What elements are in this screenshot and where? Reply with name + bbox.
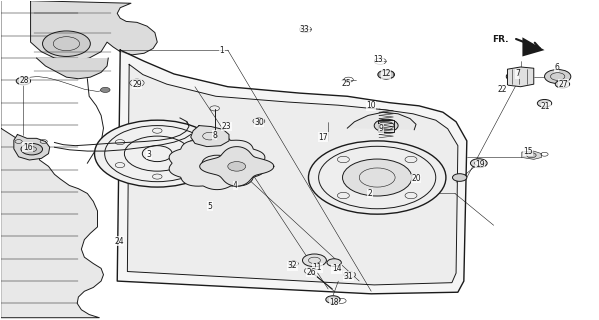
Polygon shape [31,1,158,61]
Text: 7: 7 [515,69,520,78]
Text: FR.: FR. [492,36,509,44]
Circle shape [21,143,43,155]
Text: 13: 13 [374,55,383,64]
Circle shape [327,259,341,267]
Circle shape [302,254,326,267]
Polygon shape [199,147,274,186]
Polygon shape [169,137,265,190]
Circle shape [101,87,110,92]
Polygon shape [347,112,416,130]
Polygon shape [190,125,229,147]
Text: 30: 30 [254,118,264,127]
Text: 21: 21 [541,102,550,111]
Text: 22: 22 [498,85,507,94]
Text: 24: 24 [114,237,124,246]
Text: 17: 17 [319,132,328,141]
Circle shape [544,69,571,84]
Text: 3: 3 [147,150,152,159]
Circle shape [16,77,31,85]
Text: 29: 29 [132,80,142,89]
Text: 26: 26 [307,268,316,277]
Text: 2: 2 [368,189,373,198]
Circle shape [326,296,340,303]
Text: 32: 32 [288,261,297,270]
Circle shape [506,71,525,82]
Circle shape [344,271,356,278]
Polygon shape [117,50,467,294]
Text: 6: 6 [554,63,559,72]
Text: 25: 25 [341,79,351,88]
Polygon shape [37,58,108,79]
Polygon shape [14,134,50,160]
Text: 10: 10 [367,101,376,110]
Bar [379,120,394,132]
Polygon shape [522,151,541,159]
Polygon shape [522,37,544,56]
Text: 15: 15 [523,147,533,156]
Text: 20: 20 [412,174,421,183]
Polygon shape [379,70,394,79]
Circle shape [343,159,412,196]
Text: 1: 1 [219,45,224,55]
Text: 9: 9 [379,124,383,133]
Circle shape [378,70,395,79]
Text: 16: 16 [23,143,32,152]
Polygon shape [507,67,534,87]
Text: 4: 4 [233,181,238,190]
Circle shape [308,141,446,214]
Text: 18: 18 [329,298,339,307]
Circle shape [253,118,265,124]
Text: 14: 14 [332,264,341,274]
Circle shape [374,119,398,132]
Polygon shape [1,1,104,318]
Circle shape [43,31,90,56]
Circle shape [228,162,246,171]
Text: 19: 19 [475,160,485,169]
Text: 5: 5 [207,202,212,211]
Circle shape [537,100,552,107]
Circle shape [527,153,536,158]
Text: 12: 12 [382,69,391,78]
Circle shape [555,80,570,88]
Text: 33: 33 [300,25,309,34]
Text: 11: 11 [313,263,322,272]
Circle shape [470,159,487,168]
Polygon shape [128,64,458,285]
Text: 27: 27 [559,80,568,89]
Circle shape [452,174,467,181]
Text: 31: 31 [344,272,353,281]
Circle shape [95,120,220,187]
Text: 28: 28 [20,76,29,85]
Text: 8: 8 [212,131,217,140]
Text: 23: 23 [222,122,231,131]
